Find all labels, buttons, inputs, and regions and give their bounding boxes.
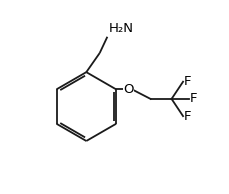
Text: H₂N: H₂N: [108, 22, 133, 35]
Text: F: F: [189, 92, 196, 105]
Text: F: F: [183, 75, 191, 88]
Text: O: O: [123, 83, 133, 96]
Text: F: F: [183, 110, 191, 123]
